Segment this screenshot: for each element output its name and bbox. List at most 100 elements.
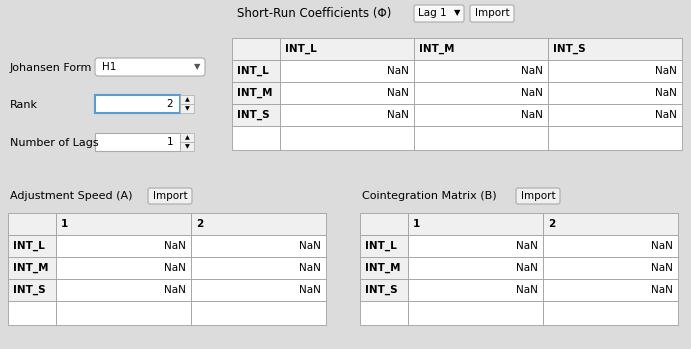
Text: NaN: NaN (387, 88, 409, 98)
Text: NaN: NaN (516, 241, 538, 251)
Text: Cointegration Matrix (B): Cointegration Matrix (B) (362, 191, 497, 201)
Bar (280, 38, 414, 60)
Text: NaN: NaN (299, 263, 321, 273)
Text: NaN: NaN (655, 88, 677, 98)
Bar (191, 213, 326, 235)
Text: Rank: Rank (10, 100, 38, 110)
Bar (232, 60, 280, 82)
Bar (280, 82, 414, 104)
FancyBboxPatch shape (148, 188, 192, 204)
Bar (548, 126, 682, 150)
Bar (408, 301, 543, 325)
Text: NaN: NaN (651, 263, 673, 273)
Text: INT_L: INT_L (13, 241, 45, 251)
Bar (191, 279, 326, 301)
Text: NaN: NaN (651, 285, 673, 295)
Bar (414, 82, 548, 104)
Text: NaN: NaN (387, 110, 409, 120)
Text: ▲: ▲ (184, 135, 189, 141)
Text: ▼: ▼ (193, 62, 200, 72)
Text: INT_S: INT_S (13, 285, 46, 295)
Text: INT_L: INT_L (365, 241, 397, 251)
Text: Adjustment Speed (A): Adjustment Speed (A) (10, 191, 133, 201)
Text: ▲: ▲ (184, 97, 189, 103)
Bar (56, 279, 191, 301)
Text: NaN: NaN (516, 263, 538, 273)
Bar (408, 235, 543, 257)
Text: ▼: ▼ (184, 106, 189, 111)
Text: 2: 2 (196, 219, 203, 229)
Text: NaN: NaN (164, 241, 186, 251)
Text: INT_L: INT_L (285, 44, 316, 54)
Text: ▼: ▼ (184, 144, 189, 149)
Text: INT_S: INT_S (365, 285, 397, 295)
Text: 1: 1 (167, 137, 173, 147)
Bar (56, 235, 191, 257)
Text: 1: 1 (61, 219, 68, 229)
FancyBboxPatch shape (516, 188, 560, 204)
Bar (548, 82, 682, 104)
Bar (191, 301, 326, 325)
Bar (543, 301, 678, 325)
FancyBboxPatch shape (470, 5, 514, 22)
Bar (280, 126, 414, 150)
Bar (232, 38, 280, 60)
Text: NaN: NaN (387, 66, 409, 76)
Bar (191, 257, 326, 279)
Text: Import: Import (153, 191, 187, 201)
Bar (548, 38, 682, 60)
Text: INT_M: INT_M (13, 263, 48, 273)
Bar (548, 104, 682, 126)
Text: NaN: NaN (655, 66, 677, 76)
Text: NaN: NaN (299, 241, 321, 251)
Text: Import: Import (521, 191, 556, 201)
Bar (180, 104, 194, 113)
Bar (56, 301, 191, 325)
Bar (56, 257, 191, 279)
Text: NaN: NaN (651, 241, 673, 251)
Bar (414, 104, 548, 126)
Text: Import: Import (475, 8, 509, 18)
Bar (8, 257, 56, 279)
Text: H1: H1 (102, 62, 116, 72)
FancyBboxPatch shape (95, 58, 205, 76)
Bar (414, 60, 548, 82)
Bar (360, 301, 408, 325)
Text: Short-Run Coefficients (Φ): Short-Run Coefficients (Φ) (237, 7, 391, 20)
Bar (414, 126, 548, 150)
Bar (543, 235, 678, 257)
Bar (8, 235, 56, 257)
Text: NaN: NaN (299, 285, 321, 295)
Bar (414, 38, 548, 60)
Bar (543, 257, 678, 279)
Bar (360, 279, 408, 301)
Bar (8, 213, 56, 235)
Bar (180, 142, 194, 151)
Bar (408, 279, 543, 301)
Text: INT_M: INT_M (365, 263, 401, 273)
Bar (360, 257, 408, 279)
Text: 2: 2 (548, 219, 556, 229)
Text: INT_M: INT_M (419, 44, 455, 54)
Bar (408, 213, 543, 235)
Text: INT_S: INT_S (237, 110, 269, 120)
Bar (180, 133, 194, 142)
Bar (180, 95, 194, 104)
Text: Number of Lags: Number of Lags (10, 138, 99, 148)
Bar (8, 301, 56, 325)
Text: Lag 1: Lag 1 (418, 8, 446, 18)
Bar (360, 213, 408, 235)
Bar (280, 60, 414, 82)
Bar (232, 104, 280, 126)
Text: 1: 1 (413, 219, 420, 229)
Text: NaN: NaN (164, 263, 186, 273)
Text: INT_L: INT_L (237, 66, 269, 76)
Text: NaN: NaN (521, 110, 543, 120)
Text: NaN: NaN (516, 285, 538, 295)
Bar (543, 213, 678, 235)
Bar (191, 235, 326, 257)
Bar (95, 95, 180, 113)
Text: INT_S: INT_S (553, 44, 586, 54)
Text: ▼: ▼ (454, 8, 460, 17)
Bar (232, 126, 280, 150)
